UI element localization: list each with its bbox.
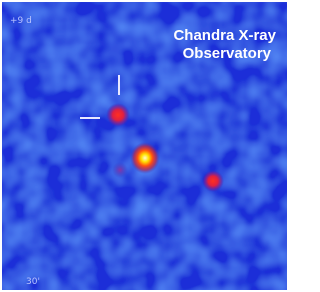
page: +9 d Chandra X-ray Observatory 30' (() =…	[0, 0, 320, 292]
epoch-label: +9 d	[10, 16, 32, 26]
scale-label: 30'	[26, 277, 40, 287]
xray-image: +9 d Chandra X-ray Observatory 30'	[0, 0, 289, 292]
source	[106, 103, 130, 127]
bright-source	[130, 142, 160, 174]
caption: Observatory	[183, 45, 272, 62]
source	[202, 170, 224, 192]
caption: Chandra X-ray	[173, 27, 276, 44]
faint-source	[112, 162, 128, 178]
